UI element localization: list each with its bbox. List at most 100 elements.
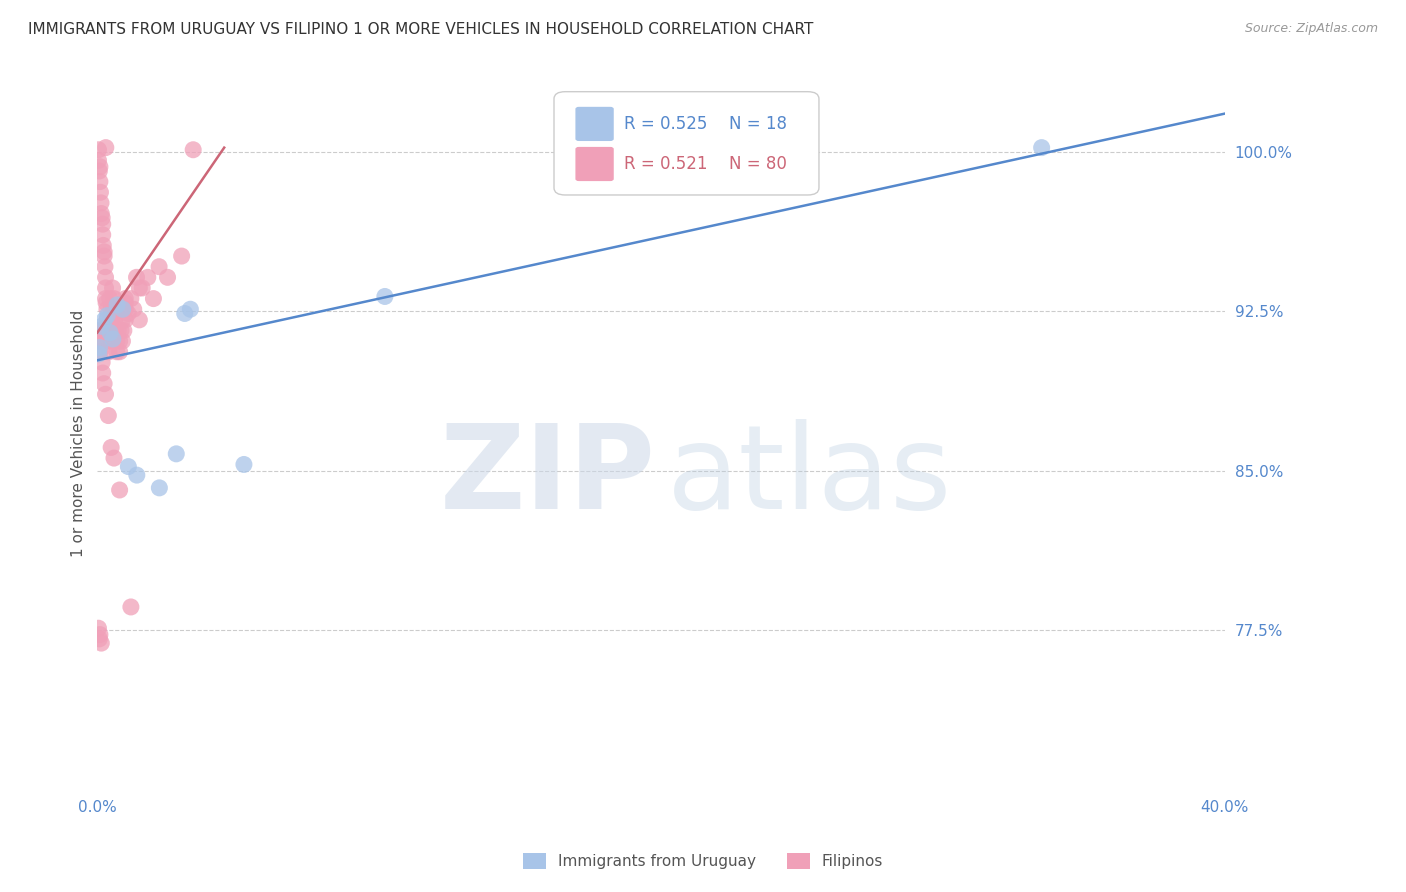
Point [100,302,122,317]
Point [89,160,111,174]
Point [96,302,118,317]
Text: ZIP: ZIP [440,419,655,534]
Point [91,227,114,242]
Point [148,260,170,274]
Text: N = 80: N = 80 [728,155,786,173]
Point [97,344,120,359]
Text: R = 0.525: R = 0.525 [624,115,707,133]
Point [232,458,254,472]
FancyBboxPatch shape [575,147,614,181]
Point [91,211,114,225]
Point [156,270,179,285]
Point [94,292,117,306]
Point [90,319,112,334]
Point [91,366,114,380]
Point [90,206,112,220]
Point [97,409,120,423]
Point [104,324,127,338]
Point [122,302,145,317]
Point [117,459,139,474]
Point [96,313,118,327]
FancyBboxPatch shape [575,107,614,141]
Point [89,627,111,641]
Point [94,387,117,401]
Point [110,324,132,338]
Point [173,306,195,320]
Point [98,292,121,306]
Point [142,292,165,306]
Point [128,281,150,295]
Point [89,186,111,200]
Point [103,302,125,317]
Point [94,140,117,154]
Point [90,195,112,210]
Point [93,376,115,391]
Point [136,270,159,285]
Point [108,483,131,497]
Point [181,143,204,157]
Point [114,292,136,306]
Text: IMMIGRANTS FROM URUGUAY VS FILIPINO 1 OR MORE VEHICLES IN HOUSEHOLD CORRELATION : IMMIGRANTS FROM URUGUAY VS FILIPINO 1 OR… [28,22,814,37]
Point [97,324,120,338]
Point [148,481,170,495]
Point [94,270,117,285]
Text: Source: ZipAtlas.com: Source: ZipAtlas.com [1244,22,1378,36]
Point [179,302,201,317]
Point [103,292,125,306]
Point [89,334,111,348]
Point [111,302,134,317]
Point [94,296,117,310]
Point [91,355,114,369]
Point [170,249,193,263]
Point [100,313,122,327]
Point [103,313,125,327]
Point [97,317,120,331]
Text: R = 0.521: R = 0.521 [624,155,707,173]
Point [90,324,112,338]
Point [101,332,124,346]
Point [97,334,120,348]
Point [101,281,124,295]
Text: N = 18: N = 18 [728,115,787,133]
Point [87,143,110,157]
Point [112,324,135,338]
Point [89,164,111,178]
Point [1031,140,1053,154]
Point [114,296,136,310]
Y-axis label: 1 or more Vehicles in Household: 1 or more Vehicles in Household [72,310,86,558]
Point [108,334,131,348]
FancyBboxPatch shape [554,92,818,195]
Point [114,313,136,327]
Point [89,341,111,355]
Point [93,249,115,263]
Point [87,324,110,338]
Point [90,636,112,650]
Point [100,334,122,348]
Point [93,313,115,327]
Point [107,324,129,338]
Legend: Immigrants from Uruguay, Filipinos: Immigrants from Uruguay, Filipinos [517,847,889,875]
Point [98,326,121,340]
Point [94,281,117,295]
Point [100,324,122,338]
Point [89,334,111,348]
Point [111,334,134,348]
Point [374,289,396,303]
Point [103,451,125,466]
Point [89,632,111,646]
Point [87,347,110,361]
Point [125,468,148,483]
Point [91,217,114,231]
Point [89,175,111,189]
Point [87,621,110,635]
Point [114,302,136,317]
Point [91,238,114,252]
Text: atlas: atlas [666,419,952,534]
Point [105,344,128,359]
Point [89,344,111,359]
Point [120,599,142,614]
Point [125,270,148,285]
Point [94,260,117,274]
Point [108,344,131,359]
Point [120,292,142,306]
